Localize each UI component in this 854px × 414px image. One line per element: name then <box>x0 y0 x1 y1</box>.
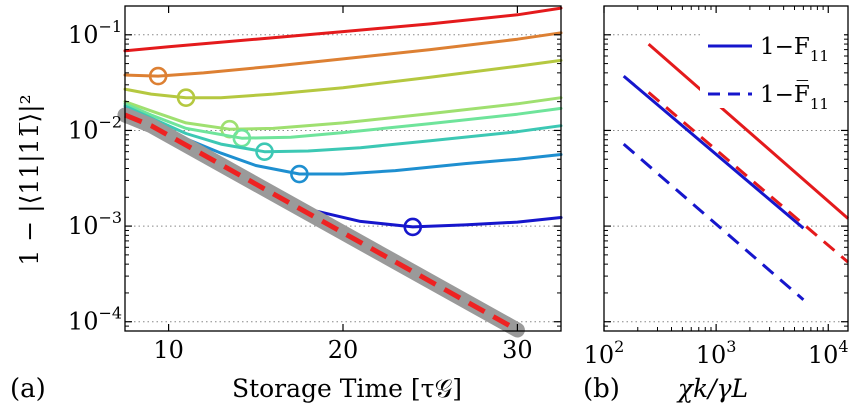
legend-label-1: 1−F11 <box>760 34 829 65</box>
panel-a-xtick-label: 10 <box>153 336 184 364</box>
panel-a-grid <box>125 34 561 323</box>
panel-b-legend: 1−F11 1−F̅11 <box>700 30 844 113</box>
panel-a-series-line-5 <box>123 102 563 140</box>
panel-b-series-group <box>622 42 849 301</box>
panel-b-series-line-1 <box>647 42 849 220</box>
x-axis-title-b: χk/γL <box>676 374 748 403</box>
panel-b-xtick-label: 103 <box>696 337 737 369</box>
panel-b-series-line-4 <box>622 142 805 301</box>
panel-a-frame <box>124 5 562 332</box>
panel-b-series-line-3 <box>647 91 849 264</box>
panel-a-series-line-3 <box>123 58 563 100</box>
panel-b-xtick-label: 104 <box>808 337 849 369</box>
panel-a-ytick-label: 10−1 <box>68 17 122 49</box>
y-axis-title: 1 − |⟨11|11̅⟩|² <box>15 94 45 265</box>
panel-a-ytick-label: 10−3 <box>68 208 122 240</box>
panel-b-xtick-label: 102 <box>584 337 625 369</box>
panel-a-ytick-label: 10−4 <box>68 304 122 336</box>
panel-a-optimum-marker <box>255 142 274 161</box>
panel-b-label: (b) <box>583 374 620 404</box>
panel-a-optimum-marker <box>403 217 423 237</box>
panel-a-label: (a) <box>10 374 46 404</box>
panel-a-optimum-marker <box>148 66 168 86</box>
panel-a-series-group <box>117 6 563 338</box>
panel-a-optimum-marker <box>176 88 196 107</box>
legend-label-2: 1−F̅11 <box>760 81 829 113</box>
x-axis-title-a: Storage Time [τ𝒢] <box>232 374 462 403</box>
panel-a-series-line-1 <box>123 6 563 53</box>
panel-a-xtick-label: 20 <box>328 336 359 364</box>
panel-a-series-line-10 <box>124 112 519 333</box>
panel-b-ticks: 102 103 104 <box>584 5 849 369</box>
panel-b-series-line-2 <box>622 74 805 230</box>
panel-a-optimum-marker <box>232 128 252 148</box>
panel-a-optimum-marker <box>290 164 309 184</box>
legend-box <box>700 30 844 108</box>
panel-a-ytick-label: 10−2 <box>68 112 122 144</box>
panel-a-xtick-label: 30 <box>502 336 533 364</box>
panel-a-series-line-6 <box>123 104 563 154</box>
panel-a-chart: 10−4 10−3 10−2 10−1 10 20 30 <box>68 5 563 364</box>
panel-a-series-line-4 <box>123 96 563 131</box>
panel-b-chart: 102 103 104 1−F11 1−F̅11 <box>584 5 849 369</box>
panel-a-ticks: 10−4 10−3 10−2 10−1 10 20 30 <box>68 5 561 364</box>
